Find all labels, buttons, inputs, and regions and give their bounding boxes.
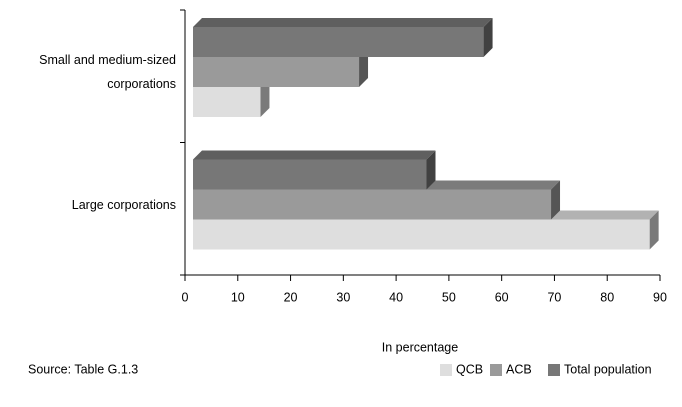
- legend-swatch: [490, 364, 502, 376]
- x-tick-label: 0: [182, 290, 189, 304]
- bar-side: [260, 78, 270, 117]
- y-tick-label: Small and medium-sized corporations: [39, 53, 176, 92]
- x-axis-label: In percentage: [382, 340, 458, 354]
- bar-top: [193, 18, 493, 27]
- legend-label: Total population: [564, 362, 652, 376]
- bar: [193, 27, 484, 57]
- x-tick-label: 40: [389, 290, 403, 304]
- bar-top: [193, 150, 436, 160]
- x-tick-label: 80: [600, 290, 614, 304]
- legend-label: QCB: [456, 362, 483, 376]
- bar: [193, 87, 261, 117]
- legend-swatch: [548, 364, 560, 376]
- x-tick-label: 60: [495, 290, 509, 304]
- x-tick-label: 10: [231, 290, 245, 304]
- x-tick-label: 50: [442, 290, 456, 304]
- x-tick-label: 90: [653, 290, 667, 304]
- x-tick-label: 20: [284, 290, 298, 304]
- bar: [193, 159, 427, 190]
- bar-side: [649, 210, 659, 250]
- source-note: Source: Table G.1.3: [28, 362, 138, 376]
- bar: [193, 57, 360, 87]
- bar: [193, 189, 552, 220]
- legend-swatch: [440, 364, 452, 376]
- legend-label: ACB: [506, 362, 532, 376]
- bar-side: [483, 18, 493, 57]
- x-tick-label: 70: [547, 290, 561, 304]
- bar-side: [551, 180, 561, 220]
- bar-side: [359, 48, 369, 87]
- bar-side: [426, 150, 436, 190]
- x-tick-label: 30: [336, 290, 350, 304]
- y-tick-label: Large corporations: [71, 197, 176, 212]
- bar: [193, 219, 650, 250]
